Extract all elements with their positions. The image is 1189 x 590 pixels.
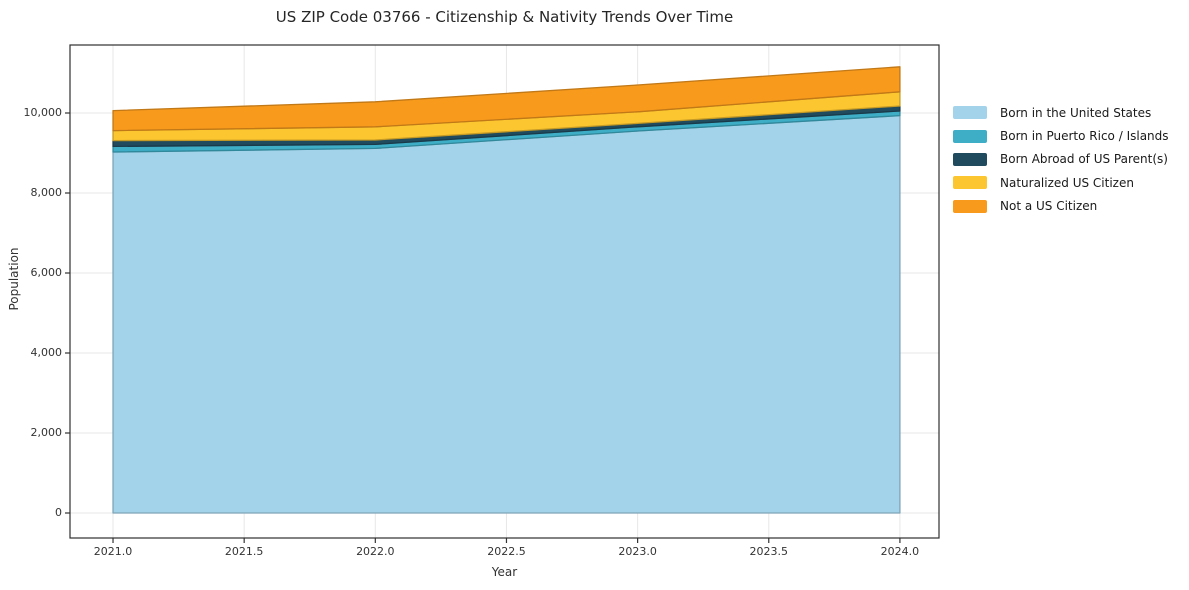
x-tick-label: 2022.0 bbox=[356, 545, 395, 558]
plot-area bbox=[65, 44, 940, 543]
y-tick-label: 8,000 bbox=[30, 186, 63, 199]
legend-label: Not a US Citizen bbox=[1000, 199, 1098, 214]
legend-swatch bbox=[953, 129, 987, 143]
y-tick-label: 2,000 bbox=[30, 426, 63, 439]
plot-frame bbox=[69, 44, 940, 539]
legend-label: Born in Puerto Rico / Islands bbox=[1000, 129, 1169, 144]
chart-title: US ZIP Code 03766 - Citizenship & Nativi… bbox=[275, 8, 734, 26]
x-tick-label: 2022.5 bbox=[487, 545, 526, 558]
legend-label: Naturalized US Citizen bbox=[1000, 175, 1134, 190]
legend-swatch bbox=[953, 176, 987, 190]
area-layer bbox=[112, 114, 901, 514]
legend-label: Born in the United States bbox=[1000, 105, 1152, 120]
legend: Born in the United States Born in Puerto … bbox=[953, 101, 1169, 218]
stacked-area-chart bbox=[65, 44, 940, 543]
y-tick-label: 0 bbox=[55, 506, 62, 519]
y-axis-label: Population bbox=[7, 247, 21, 311]
y-tick-label: 4,000 bbox=[30, 346, 63, 359]
legend-swatch bbox=[953, 152, 987, 166]
legend-swatch bbox=[953, 106, 987, 120]
legend-item: Not a US Citizen bbox=[953, 195, 1169, 218]
x-tick-label: 2021.0 bbox=[93, 545, 133, 558]
legend-item: Born Abroad of US Parent(s) bbox=[953, 148, 1169, 171]
x-tick-label: 2023.0 bbox=[618, 545, 657, 558]
legend-label: Born Abroad of US Parent(s) bbox=[1000, 152, 1168, 167]
legend-item: Naturalized US Citizen bbox=[953, 171, 1169, 194]
x-tick-label: 2024.0 bbox=[880, 545, 920, 558]
x-tick-label: 2021.5 bbox=[224, 545, 264, 558]
legend-item: Born in the United States bbox=[953, 101, 1169, 124]
area-layer bbox=[112, 66, 901, 132]
legend-swatch bbox=[953, 199, 987, 213]
y-tick-label: 6,000 bbox=[30, 266, 63, 279]
x-axis-label: Year bbox=[491, 565, 518, 579]
y-tick-label: 10,000 bbox=[23, 106, 63, 119]
legend-item: Born in Puerto Rico / Islands bbox=[953, 124, 1169, 147]
x-tick-label: 2023.5 bbox=[749, 545, 789, 558]
